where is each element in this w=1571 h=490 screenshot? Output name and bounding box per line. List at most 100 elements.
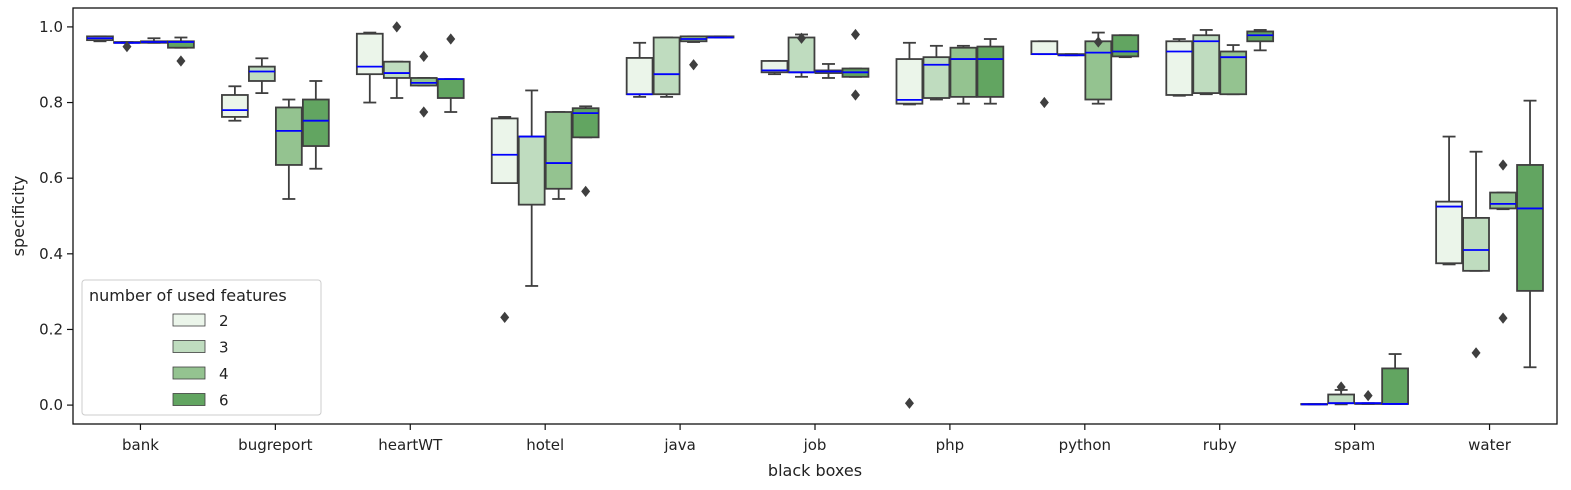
outlier-point xyxy=(797,32,807,44)
legend-swatch-6 xyxy=(172,393,206,406)
x-tick-label: spam xyxy=(1334,436,1375,454)
x-tick-label: php xyxy=(936,436,965,454)
outlier-point xyxy=(1039,96,1049,109)
box-spam-6 xyxy=(1381,353,1409,405)
box-ruby-4 xyxy=(1219,44,1248,96)
box-java-2 xyxy=(625,41,654,98)
legend-swatch-2 xyxy=(172,313,206,327)
box-iqr xyxy=(652,36,681,96)
legend-swatch-4 xyxy=(172,366,206,380)
box-iqr xyxy=(1084,40,1113,101)
box-bugreport-4 xyxy=(275,98,303,200)
box-java-6 xyxy=(706,35,735,39)
x-tick-label: water xyxy=(1468,436,1512,454)
box-heartWT-2 xyxy=(355,31,384,104)
legend-entries: 2 3 4 6 xyxy=(172,312,229,410)
legend-label-6: 6 xyxy=(219,392,229,410)
box-hotel-2 xyxy=(490,116,519,323)
legend-label-2: 2 xyxy=(219,312,229,330)
box-python-4 xyxy=(1084,31,1113,105)
box-bank-2 xyxy=(86,35,114,43)
box-bugreport-2 xyxy=(221,85,249,122)
box-bank-4 xyxy=(140,37,168,44)
box-iqr xyxy=(949,46,978,98)
x-tick-label: bank xyxy=(122,436,159,454)
y-tick-label: 0.4 xyxy=(39,245,63,263)
box-iqr xyxy=(1192,34,1221,94)
box-hotel-4 xyxy=(544,111,573,200)
x-axis-label: black boxes xyxy=(768,461,862,480)
legend-label-3: 3 xyxy=(219,339,229,357)
outlier-point xyxy=(1498,312,1508,324)
box-iqr xyxy=(1111,34,1140,58)
box-iqr xyxy=(1462,216,1490,272)
box-iqr xyxy=(248,65,276,82)
box-iqr xyxy=(1327,393,1355,405)
box-iqr xyxy=(1435,200,1463,265)
box-ruby-2 xyxy=(1165,38,1194,97)
outlier-point xyxy=(689,59,699,71)
legend-swatch-3 xyxy=(172,340,206,353)
box-iqr xyxy=(895,58,924,105)
y-tick-label: 0.0 xyxy=(39,396,63,414)
box-job-2 xyxy=(760,60,789,76)
box-water-4 xyxy=(1489,159,1517,324)
box-job-3 xyxy=(787,32,816,78)
box-php-2 xyxy=(895,41,924,409)
box-heartWT-6 xyxy=(436,33,465,113)
box-python-3 xyxy=(1057,53,1086,57)
outlier-point xyxy=(1336,381,1346,393)
x-tick-label: java xyxy=(663,436,695,454)
legend-title: number of used features xyxy=(89,286,287,305)
box-python-2 xyxy=(1030,40,1059,109)
y-axis-label: specificity xyxy=(9,176,28,257)
outlier-point xyxy=(446,33,456,45)
outlier-point xyxy=(500,311,510,323)
box-iqr xyxy=(544,111,573,190)
box-ruby-6 xyxy=(1246,29,1275,52)
box-iqr xyxy=(517,135,546,206)
box-iqr xyxy=(1489,191,1517,210)
box-bank-3 xyxy=(113,40,141,53)
box-spam-3 xyxy=(1327,381,1355,406)
outlier-point xyxy=(419,50,429,63)
box-iqr xyxy=(1246,30,1275,43)
box-iqr xyxy=(1381,367,1409,405)
box-water-3 xyxy=(1462,150,1490,359)
outlier-point xyxy=(1093,36,1103,48)
y-axis: 0.0 0.2 0.4 0.6 0.8 1.0 xyxy=(39,18,73,414)
outlier-point xyxy=(1363,390,1373,402)
outlier-point xyxy=(392,21,402,33)
box-hotel-3 xyxy=(517,89,546,287)
y-tick-label: 1.0 xyxy=(39,18,63,36)
outlier-point xyxy=(419,106,429,118)
box-iqr xyxy=(1219,50,1248,96)
box-iqr xyxy=(301,98,330,147)
box-heartWT-4 xyxy=(409,50,438,118)
box-bugreport-6 xyxy=(301,80,330,170)
x-tick-label: bugreport xyxy=(238,436,312,454)
y-tick-label: 0.6 xyxy=(39,169,63,187)
outlier-point xyxy=(1471,347,1481,359)
outlier-point xyxy=(176,55,186,67)
box-iqr xyxy=(1165,40,1194,96)
box-iqr xyxy=(625,57,654,96)
box-iqr xyxy=(976,45,1005,98)
x-tick-label: ruby xyxy=(1203,436,1237,454)
box-php-3 xyxy=(922,44,951,101)
box-php-6 xyxy=(976,38,1005,105)
x-tick-label: job xyxy=(803,436,827,454)
box-php-4 xyxy=(949,44,978,105)
legend: number of used features 2 3 4 6 xyxy=(81,279,322,416)
y-tick-label: 0.8 xyxy=(39,94,63,112)
box-iqr xyxy=(355,32,384,76)
outlier-point xyxy=(122,40,132,53)
box-job-4 xyxy=(814,63,843,79)
box-iqr xyxy=(221,94,249,118)
box-iqr xyxy=(1030,40,1059,56)
x-axis: bank bugreport heartWT hotel java job php pytho… xyxy=(122,424,1512,454)
box-iqr xyxy=(1516,164,1544,292)
box-series-group xyxy=(86,21,1544,409)
x-tick-label: python xyxy=(1059,436,1111,454)
